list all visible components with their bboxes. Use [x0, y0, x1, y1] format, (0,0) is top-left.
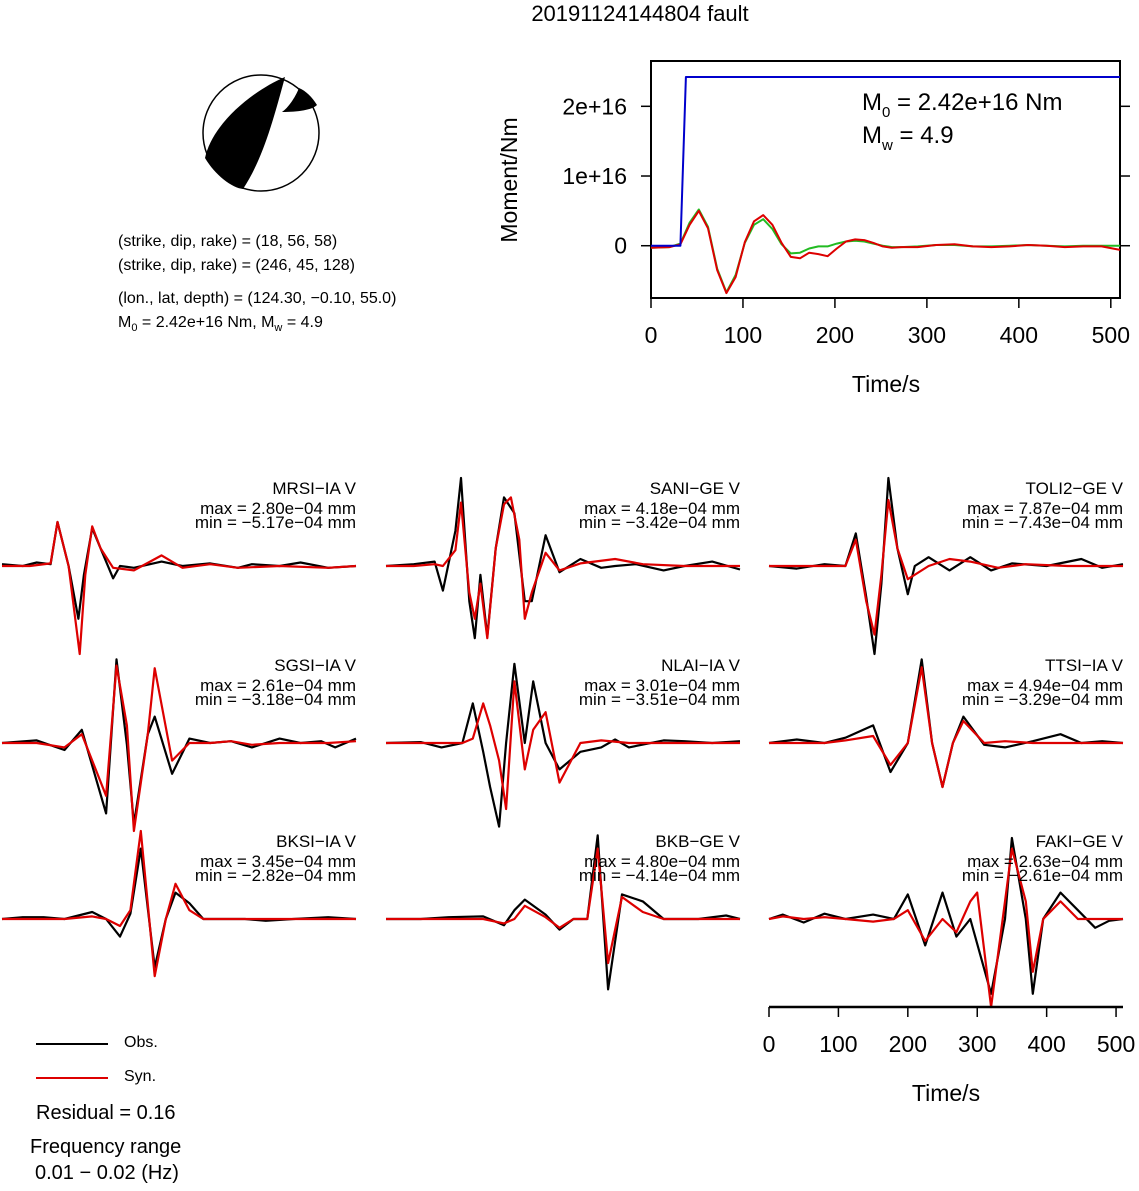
- moment-x-tick-label: 400: [1000, 322, 1038, 348]
- moment-x-tick-label: 300: [908, 322, 946, 348]
- legend-obs-line: [36, 1043, 108, 1045]
- svg-text:Mw = 4.9: Mw = 4.9: [862, 122, 954, 154]
- station-min: min = −3.18e−04 mm: [195, 690, 356, 709]
- synthetic-trace: [386, 680, 740, 811]
- waveform-x-tick-label: 400: [1027, 1031, 1065, 1057]
- synthetic-trace: [768, 847, 1123, 1009]
- legend-obs-label: Obs.: [124, 1034, 158, 1051]
- moment-magnitude-line: M0 = 2.42e+16 Nm, Mw = 4.9: [118, 314, 323, 335]
- station-name: SGSI−IA V: [274, 656, 356, 675]
- moment-x-tick-label: 100: [724, 322, 762, 348]
- station-max: max = 3.01e−04 mm: [584, 676, 740, 695]
- residual-label: Residual = 0.16: [36, 1102, 176, 1124]
- station-name: TTSI−IA V: [1045, 656, 1124, 675]
- moment-panel: 0 100 200 300 400 500 0 1e+16 2e+16 Moment/Nm Ti…: [496, 60, 1130, 397]
- station-max: max = 2.80e−04 mm: [200, 499, 356, 518]
- waveform-x-tick-label: 0: [763, 1031, 776, 1057]
- station-max: max = 7.87e−04 mm: [967, 499, 1123, 518]
- moment-axis-ticks: 0 100 200 300 400 500 0 1e+16 2e+16: [562, 93, 1130, 348]
- station-min: min = −3.29e−04 mm: [962, 690, 1123, 709]
- moment-cumulative-line: [651, 76, 1120, 247]
- moment-mw-value: 4.9: [920, 122, 953, 149]
- station-max: max = 4.80e−04 mm: [584, 852, 740, 871]
- svg-text:M0 = 2.42e+16 Nm: M0 = 2.42e+16 Nm: [862, 89, 1062, 121]
- station-name: FAKI−GE V: [1036, 832, 1124, 851]
- synthetic-trace: [2, 664, 357, 833]
- lon-lat-depth: (lon., lat, depth) = (124.30, −0.10, 55.…: [118, 290, 397, 307]
- station-name: BKSI−IA V: [276, 832, 357, 851]
- synthetic-trace: [2, 520, 357, 656]
- m0-value: 2.42e+16 Nm: [155, 314, 253, 331]
- waveform-x-tick-label: 100: [819, 1031, 857, 1057]
- frequency-range-label: Frequency range: [30, 1136, 182, 1158]
- beachball-compression-quadrant: [205, 77, 285, 189]
- waveform-time-axis: 0 100 200 300 400 500: [763, 1005, 1135, 1057]
- station-name: BKB−GE V: [655, 832, 740, 851]
- moment-y-tick-label: 2e+16: [562, 93, 627, 119]
- station-min: min = −7.43e−04 mm: [962, 513, 1123, 532]
- moment-xlabel: Time/s: [852, 371, 920, 397]
- station-name: NLAI−IA V: [661, 656, 741, 675]
- station-name: TOLI2−GE V: [1026, 479, 1124, 498]
- moment-m0-value: 2.42e+16 Nm: [918, 89, 1063, 116]
- station-min: min = −3.51e−04 mm: [579, 690, 740, 709]
- synthetic-trace: [2, 829, 356, 978]
- moment-curves: [650, 76, 1121, 295]
- moment-y-tick-label: 1e+16: [562, 163, 627, 189]
- synthetic-trace: [386, 496, 740, 640]
- waveform-x-tick-label: 300: [958, 1031, 996, 1057]
- beachball: [202, 74, 320, 192]
- legend-syn-label: Syn.: [124, 1068, 157, 1085]
- waveform-x-tick-label: 500: [1097, 1031, 1135, 1057]
- station-max: max = 4.18e−04 mm: [584, 499, 740, 518]
- synthetic-trace: [386, 847, 740, 965]
- station-min: min = −3.42e−04 mm: [579, 513, 740, 532]
- station-min: min = −4.14e−04 mm: [579, 866, 740, 885]
- waveform-xlabel: Time/s: [912, 1080, 980, 1106]
- moment-y-tick-label: 0: [614, 233, 627, 259]
- station-min: min = −2.82e−04 mm: [195, 866, 356, 885]
- mw-value: 4.9: [300, 314, 323, 331]
- synthetic-trace: [769, 666, 1123, 789]
- figure-title: 20191124144804 fault: [531, 1, 748, 26]
- station-min: min = −5.17e−04 mm: [195, 513, 356, 532]
- station-min: min = −2.61e−04 mm: [962, 866, 1123, 885]
- station-max: max = 2.61e−04 mm: [200, 676, 356, 695]
- waveform-x-tick-label: 200: [889, 1031, 927, 1057]
- observed-trace: [768, 836, 1124, 995]
- beachball-compression-quadrant: [282, 88, 317, 112]
- moment-ylabel: Moment/Nm: [496, 117, 522, 242]
- moment-plot-frame: [650, 60, 1121, 299]
- moment-annotation: M0 = 2.42e+16 Nm Mw = 4.9: [862, 89, 1062, 154]
- station-max: max = 4.94e−04 mm: [967, 676, 1123, 695]
- station-name: MRSI−IA V: [272, 479, 356, 498]
- synthetic-trace: [769, 498, 1123, 636]
- station-name: SANI−GE V: [650, 479, 741, 498]
- moment-x-tick-label: 500: [1092, 322, 1130, 348]
- strike-dip-rake-1: (strike, dip, rake) = (18, 56, 58): [118, 233, 338, 250]
- strike-dip-rake-2: (strike, dip, rake) = (246, 45, 128): [118, 257, 355, 274]
- station-max: max = 3.45e−04 mm: [200, 852, 356, 871]
- moment-x-tick-label: 0: [645, 322, 658, 348]
- frequency-range-value: 0.01 − 0.02 (Hz): [35, 1162, 179, 1184]
- moment-x-tick-label: 200: [816, 322, 854, 348]
- station-max: max = 2.63e−04 mm: [967, 852, 1123, 871]
- moment-rate-red-line: [650, 209, 1121, 295]
- legend-syn-line: [36, 1077, 108, 1079]
